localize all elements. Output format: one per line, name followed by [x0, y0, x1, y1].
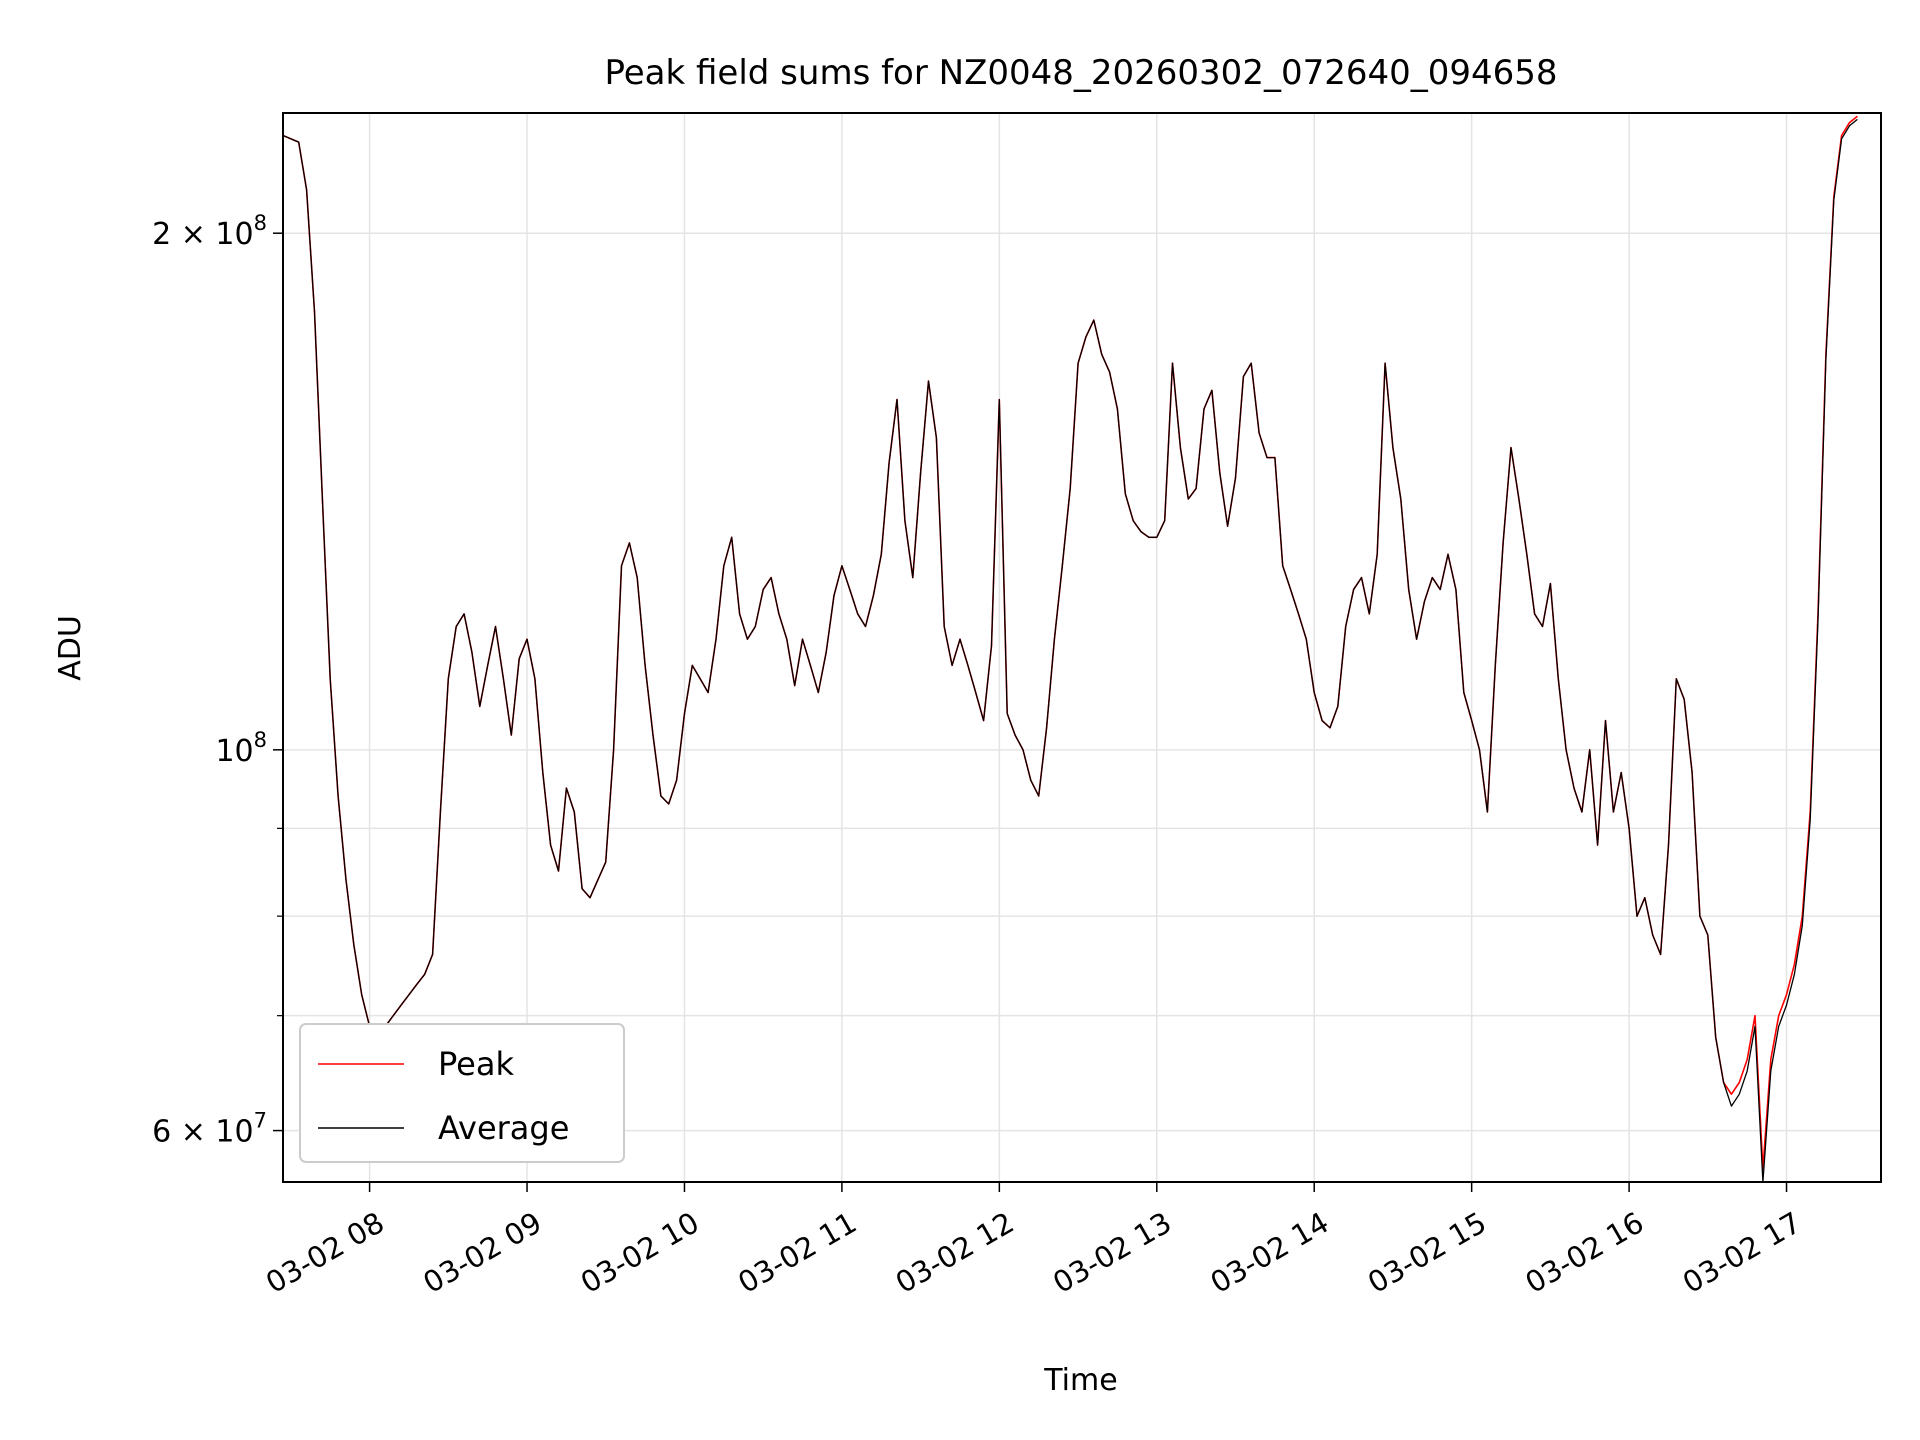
legend-label-peak: Peak: [438, 1045, 514, 1083]
series-layer: [282, 115, 1858, 1183]
legend: Peak Average: [299, 1023, 625, 1163]
chart-title: Peak field sums for NZ0048_20260302_0726…: [604, 53, 1557, 93]
y-tick-label-exponent: 7: [254, 1109, 267, 1133]
y-tick-label-base: 10: [215, 734, 253, 769]
legend-label-average: Average: [438, 1109, 569, 1147]
y-tick-label-base: 6 × 10: [152, 1115, 253, 1150]
y-tick-label: 2 × 108: [152, 211, 267, 252]
y-axis-label: ADU: [53, 615, 88, 681]
y-tick-label-base: 2 × 10: [152, 217, 253, 252]
y-tick-label: 108: [215, 728, 267, 769]
y-tick-label-exponent: 8: [254, 211, 267, 235]
y-tick-label: 6 × 107: [152, 1109, 267, 1150]
series-line-average: [282, 118, 1858, 1183]
y-tick-label-exponent: 8: [254, 728, 267, 752]
plot-frame: [282, 112, 1882, 1183]
grid: [283, 113, 1881, 1182]
x-axis-label: Time: [1043, 1363, 1117, 1398]
